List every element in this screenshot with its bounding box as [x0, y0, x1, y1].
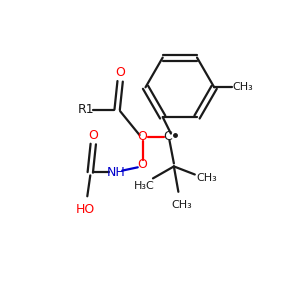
- Text: CH₃: CH₃: [171, 200, 192, 210]
- Text: R1: R1: [77, 103, 94, 116]
- Text: CH₃: CH₃: [196, 173, 217, 183]
- Text: HO: HO: [76, 202, 95, 216]
- Text: CH₃: CH₃: [233, 82, 254, 92]
- Text: O: O: [88, 129, 98, 142]
- Text: O: O: [115, 67, 125, 80]
- Text: H₃C: H₃C: [134, 181, 154, 191]
- Text: O: O: [138, 130, 148, 143]
- Text: NH: NH: [106, 166, 125, 179]
- Text: O: O: [138, 158, 148, 171]
- Text: C: C: [164, 130, 172, 143]
